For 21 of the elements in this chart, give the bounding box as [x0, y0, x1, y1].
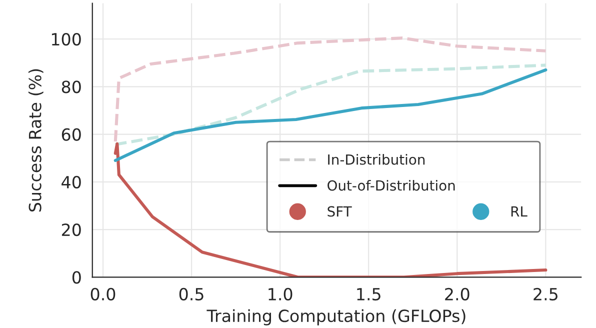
x-tick-label: 2.5 — [534, 288, 558, 300]
y-axis-title: Success Rate (%) — [28, 69, 44, 212]
y-tick-label: 80 — [62, 80, 81, 94]
y-tick-label: 40 — [62, 176, 81, 188]
x-tick-label: 2.0 — [445, 288, 470, 300]
y-tick-label: 20 — [62, 223, 81, 236]
x-axis-title: Training Computation (GFLOPs) — [206, 309, 466, 326]
annotation: Out-of-Distribution — [328, 180, 455, 191]
line-series — [114, 36, 548, 143]
x-tick-label: 1.0 — [268, 288, 292, 300]
legend-label: SFT — [328, 206, 352, 217]
legend-label: RL — [511, 206, 528, 216]
line-series — [114, 142, 548, 278]
x-tick-label: 1.5 — [357, 288, 380, 300]
line-series — [114, 64, 548, 146]
annotation: In-Distribution — [328, 154, 425, 165]
x-tick-label: 0.0 — [90, 288, 116, 300]
x-tick-label: 0.5 — [179, 288, 204, 300]
y-tick-label: 0 — [72, 271, 81, 284]
y-tick-label: 60 — [62, 128, 81, 141]
y-tick-label: 100 — [52, 32, 81, 46]
